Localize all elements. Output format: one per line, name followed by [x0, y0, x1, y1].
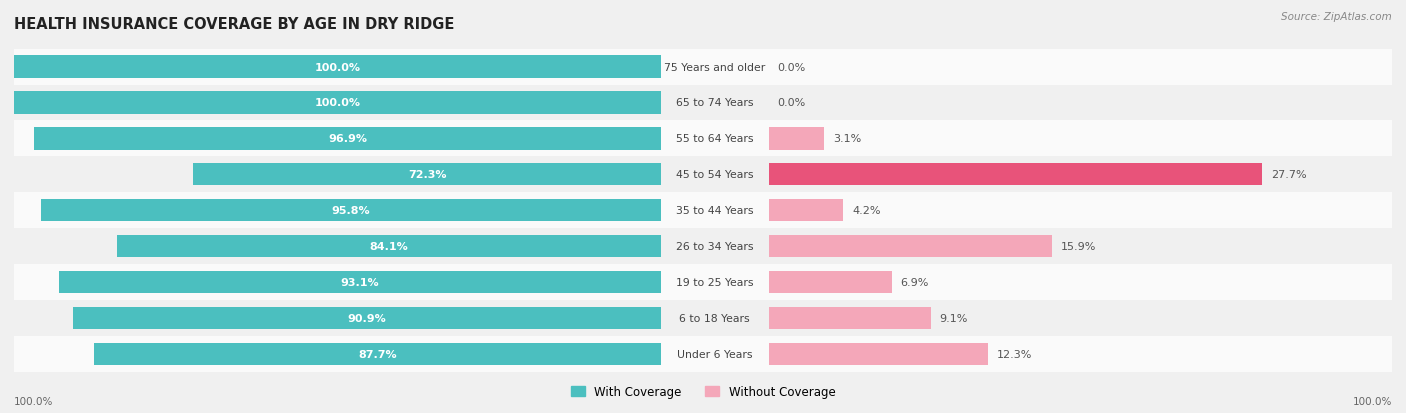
Text: Source: ZipAtlas.com: Source: ZipAtlas.com	[1281, 12, 1392, 22]
Bar	[14, 85, 661, 121]
Text: HEALTH INSURANCE COVERAGE BY AGE IN DRY RIDGE: HEALTH INSURANCE COVERAGE BY AGE IN DRY …	[14, 17, 454, 31]
Bar	[769, 343, 987, 365]
Text: 96.9%: 96.9%	[328, 134, 367, 144]
Bar	[769, 228, 1392, 264]
Bar	[14, 193, 661, 228]
Bar	[661, 336, 769, 372]
Text: 75 Years and older: 75 Years and older	[664, 62, 765, 72]
Bar	[769, 235, 1052, 258]
Text: 9.1%: 9.1%	[939, 313, 967, 323]
Bar	[661, 300, 769, 336]
Bar	[769, 164, 1263, 186]
Bar	[661, 85, 769, 121]
Text: 26 to 34 Years: 26 to 34 Years	[676, 242, 754, 252]
Bar	[661, 121, 769, 157]
Bar	[41, 199, 661, 222]
Bar	[14, 50, 661, 85]
Text: 93.1%: 93.1%	[340, 277, 380, 287]
Text: 27.7%: 27.7%	[1271, 170, 1306, 180]
Bar	[661, 228, 769, 264]
Bar	[769, 193, 1392, 228]
Bar	[14, 300, 661, 336]
Bar	[769, 264, 1392, 300]
Text: 100.0%: 100.0%	[315, 62, 360, 72]
Bar	[769, 128, 824, 150]
Text: 4.2%: 4.2%	[852, 206, 880, 216]
Text: 95.8%: 95.8%	[332, 206, 370, 216]
Bar	[769, 300, 1392, 336]
Bar	[661, 193, 769, 228]
Text: 55 to 64 Years: 55 to 64 Years	[676, 134, 754, 144]
Bar	[769, 121, 1392, 157]
Bar	[34, 128, 661, 150]
Bar	[769, 85, 1392, 121]
Text: 0.0%: 0.0%	[778, 62, 806, 72]
Bar	[14, 228, 661, 264]
Bar	[769, 307, 931, 329]
Text: 12.3%: 12.3%	[997, 349, 1032, 359]
Text: 45 to 54 Years: 45 to 54 Years	[676, 170, 754, 180]
Text: Under 6 Years: Under 6 Years	[678, 349, 752, 359]
Bar	[73, 307, 661, 329]
Bar	[14, 121, 661, 157]
Text: 3.1%: 3.1%	[832, 134, 860, 144]
Bar	[117, 235, 661, 258]
Text: 100.0%: 100.0%	[14, 396, 53, 406]
Bar	[661, 264, 769, 300]
Text: 6 to 18 Years: 6 to 18 Years	[679, 313, 749, 323]
Bar	[14, 336, 661, 372]
Text: 19 to 25 Years: 19 to 25 Years	[676, 277, 754, 287]
Bar	[661, 157, 769, 193]
Text: 15.9%: 15.9%	[1060, 242, 1097, 252]
Text: 35 to 44 Years: 35 to 44 Years	[676, 206, 754, 216]
Bar	[94, 343, 661, 365]
Text: 100.0%: 100.0%	[1353, 396, 1392, 406]
Bar	[661, 50, 769, 85]
Bar	[14, 157, 661, 193]
Bar	[769, 157, 1392, 193]
Text: 84.1%: 84.1%	[370, 242, 408, 252]
Bar	[193, 164, 661, 186]
Text: 72.3%: 72.3%	[408, 170, 446, 180]
Bar	[14, 56, 661, 78]
Bar	[769, 50, 1392, 85]
Text: 65 to 74 Years: 65 to 74 Years	[676, 98, 754, 108]
Text: 87.7%: 87.7%	[359, 349, 396, 359]
Text: 100.0%: 100.0%	[315, 98, 360, 108]
Bar	[769, 199, 844, 222]
Text: 0.0%: 0.0%	[778, 98, 806, 108]
Bar	[59, 271, 661, 293]
Bar	[14, 92, 661, 114]
Bar	[769, 271, 891, 293]
Text: 90.9%: 90.9%	[347, 313, 387, 323]
Bar	[769, 336, 1392, 372]
Bar	[14, 264, 661, 300]
Text: 6.9%: 6.9%	[900, 277, 929, 287]
Legend: With Coverage, Without Coverage: With Coverage, Without Coverage	[565, 381, 841, 403]
